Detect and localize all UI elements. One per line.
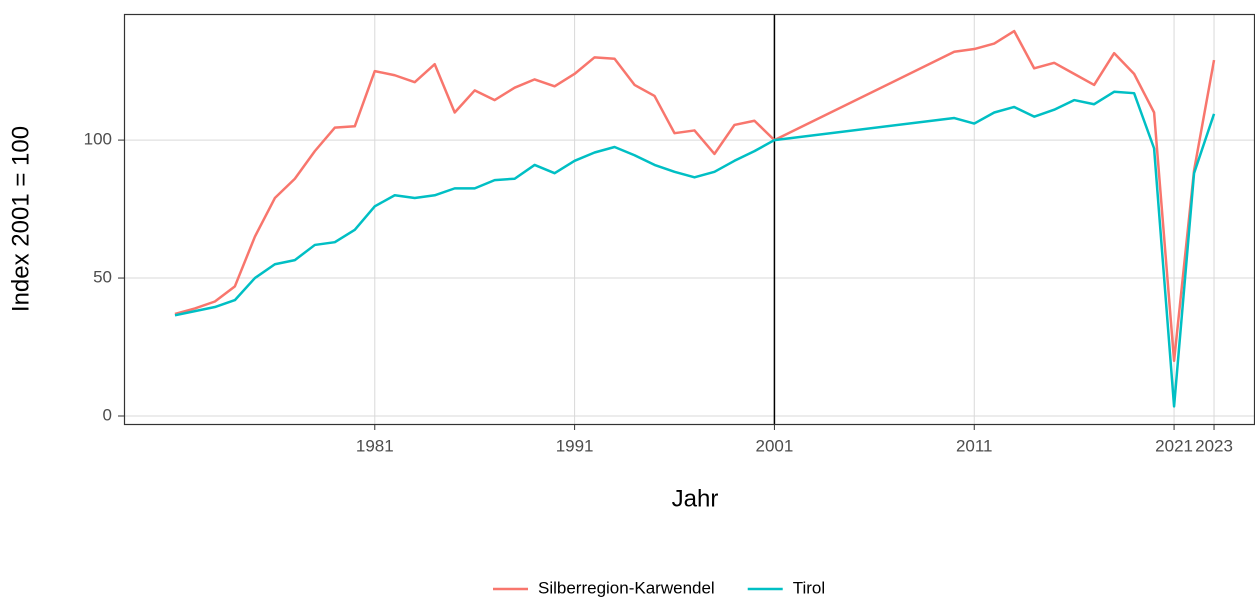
grid: [124, 14, 1255, 424]
x-tick-label: 1981: [356, 436, 394, 455]
panel-border: [123, 13, 1255, 426]
legend-label: Tirol: [793, 578, 825, 597]
legend: Silberregion-Karwendel Tirol: [493, 578, 825, 597]
x-tick-label: 2011: [956, 436, 993, 455]
lines: [174, 14, 1216, 424]
series-line: [174, 90, 1216, 408]
legend-label: Silberregion-Karwendel: [538, 578, 715, 597]
y-tick-label: 0: [103, 405, 112, 424]
x-tick-label: 2001: [756, 436, 794, 455]
series-line: [174, 29, 1216, 363]
x-axis-title: Jahr: [672, 485, 719, 512]
y-tick-label: 50: [93, 268, 112, 287]
y-tick-label: 100: [84, 130, 112, 149]
x-tick-label: 1991: [556, 436, 594, 455]
x-tick-label: 2023: [1195, 436, 1233, 455]
x-tick-label: 2021: [1155, 436, 1193, 455]
y-axis-title: Index 2001 = 100: [7, 126, 34, 312]
